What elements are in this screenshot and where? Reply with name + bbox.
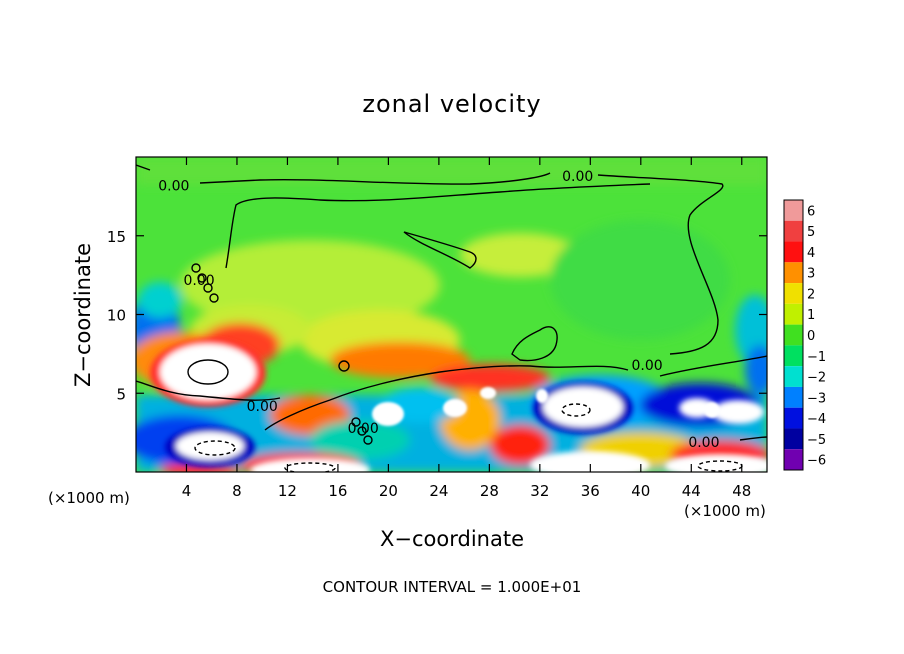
contour-zero-top	[136, 164, 724, 355]
colorbar-segment	[784, 407, 803, 429]
x-tick-label: 40	[631, 482, 650, 500]
contour-label: 0.00	[562, 169, 593, 185]
contour-interval-note: CONTOUR INTERVAL = 1.000E+01	[323, 578, 582, 596]
x-tick-label: 4	[182, 482, 192, 500]
colorbar-tick-label: 5	[807, 225, 815, 240]
contour-label: 0.00	[348, 421, 379, 437]
field-small-cores	[372, 387, 720, 426]
x-axis: 4 8 12 16 20 24 28 32 36 40 44 48	[182, 157, 751, 500]
colorbar-tick-label: 6	[807, 204, 815, 219]
colorbar-segment	[784, 345, 803, 367]
colorbar-tick-label: −2	[807, 371, 826, 386]
colorbar-segment	[784, 200, 803, 221]
x-tick-label: 36	[581, 482, 600, 500]
contour-blob-center	[511, 326, 558, 362]
contour-lines	[136, 164, 767, 472]
colorbar: 6 5 4 3 2 1 0 −1 −2 −3 −4 −5 −6	[783, 199, 826, 471]
colorbar-tick-label: −1	[807, 350, 826, 365]
contour-zero-right	[659, 355, 767, 441]
colorbar-tick-label: 1	[807, 308, 815, 323]
colorbar-segment	[784, 262, 803, 284]
x-tick-label: 24	[429, 482, 448, 500]
x-tick-label: 8	[232, 482, 242, 500]
contour-label: 0.00	[688, 435, 719, 451]
contour-label: 0.00	[158, 178, 189, 194]
contour-zero-low	[136, 365, 629, 431]
x-unit-left: (×1000 m)	[48, 489, 130, 507]
x-tick-label: 20	[379, 482, 398, 500]
x-tick-label: 48	[732, 482, 751, 500]
y-tick-label: 10	[107, 307, 126, 325]
x-tick-label: 44	[682, 482, 701, 500]
colorbar-segment	[784, 449, 803, 470]
y-axis: 5 10 15	[107, 228, 767, 403]
x-tick-label: 28	[480, 482, 499, 500]
plot-area: 0.00 0.00 0.00 0.00 0.00 0.00 0.00	[136, 157, 767, 472]
colorbar-segment	[784, 324, 803, 346]
contour-zero-inner	[225, 183, 651, 269]
contour-label: 0.00	[247, 399, 278, 415]
colorbar-segment	[784, 366, 803, 387]
colorbar-segment	[784, 283, 803, 304]
x-tick-label: 16	[328, 482, 347, 500]
y-axis-label: Z−coordinate	[71, 243, 95, 387]
colorbar-tick-label: 2	[807, 287, 815, 302]
contour-labels: 0.00 0.00 0.00 0.00 0.00 0.00 0.00	[158, 169, 719, 451]
colorbar-tick-label: 0	[807, 329, 815, 344]
y-tick-label: 5	[116, 385, 126, 403]
x-tick-label: 32	[530, 482, 549, 500]
x-tick-label: 12	[278, 482, 297, 500]
x-unit-right: (×1000 m)	[684, 502, 766, 520]
colorbar-tick-label: −6	[807, 454, 826, 469]
colorbar-tick-label: 3	[807, 267, 815, 282]
colorbar-segment	[784, 303, 803, 325]
y-tick-label: 15	[107, 228, 126, 246]
colorbar-tick-label: 4	[807, 246, 815, 261]
colorbar-segment	[784, 241, 803, 263]
x-axis-label: X−coordinate	[380, 527, 524, 551]
colorbar-segment	[784, 428, 803, 450]
colorbar-frame	[783, 199, 804, 471]
colorbar-segment	[784, 220, 803, 242]
contour-label: 0.00	[184, 273, 215, 289]
colorbar-tick-label: −4	[807, 412, 826, 427]
colorbar-tick-label: −3	[807, 391, 826, 406]
contour-tongue	[403, 231, 477, 269]
colorbar-tick-label: −5	[807, 433, 826, 448]
contour-label: 0.00	[632, 358, 663, 374]
field-cores	[150, 339, 767, 472]
chart-title: zonal velocity	[362, 90, 541, 118]
colorbar-segment	[784, 386, 803, 408]
